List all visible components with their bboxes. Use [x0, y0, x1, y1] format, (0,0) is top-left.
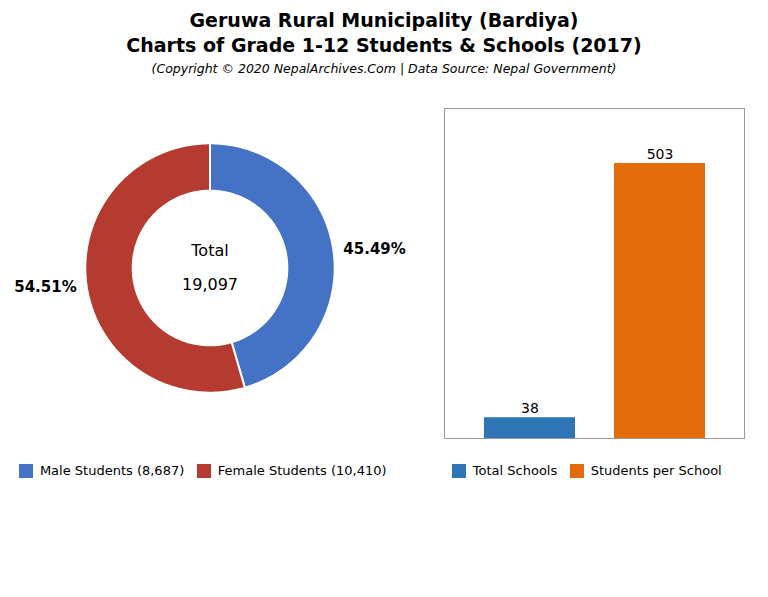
html-text:Total Schools: Total Schools	[472, 463, 558, 479]
html-text:Male Students (8,687): Male Students (8,687)	[39, 463, 185, 479]
svg-text:38: 38	[521, 400, 539, 416]
html-text:Female Students (10,410): Female Students (10,410)	[217, 463, 387, 479]
svg-text:19,097: 19,097	[182, 275, 238, 294]
svg-text:Total: Total	[190, 242, 228, 261]
svg-text:45.49%: 45.49%	[343, 240, 405, 258]
svg-text:503: 503	[646, 146, 673, 162]
html-text:Students per School: Students per School	[590, 463, 722, 479]
html-text:(Copyright © 2020 NepalArchive: (Copyright © 2020 NepalArchives.Com | Da…	[151, 61, 617, 77]
html-text:Geruwa Rural Municipality (Bar: Geruwa Rural Municipality (Bardiya) Char…	[126, 9, 642, 56]
svg-text:54.51%: 54.51%	[14, 278, 76, 296]
